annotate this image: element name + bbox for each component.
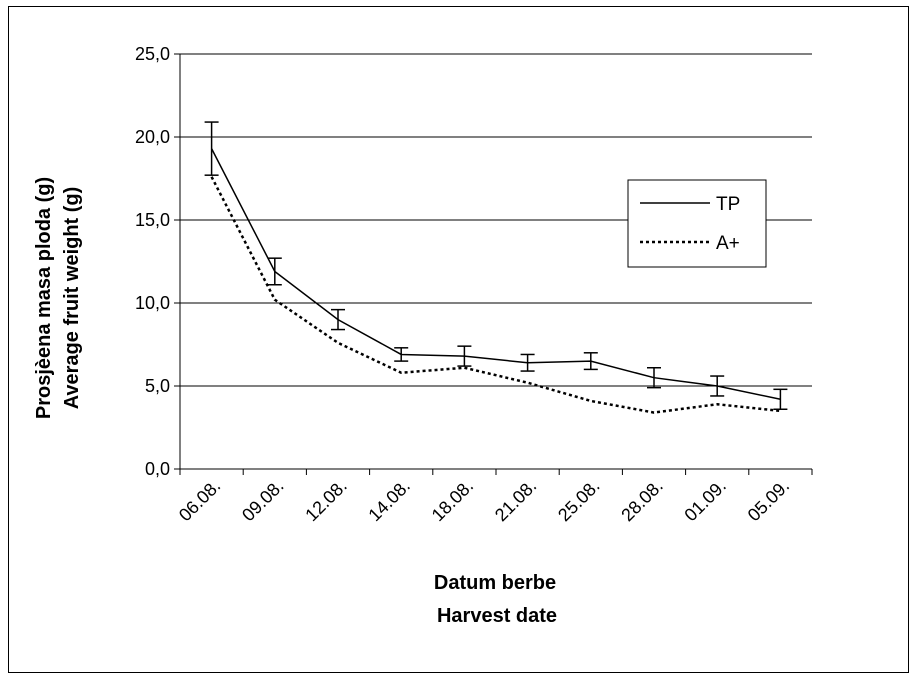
legend-box (627, 179, 767, 268)
legend: TP A+ (627, 179, 767, 268)
chart-frame (8, 6, 909, 673)
y-axis-title-line-1: Prosjèena masa ploda (g) (33, 177, 55, 419)
y-tick-label: 5,0 (145, 376, 170, 396)
x-tick-label: 28.08. (617, 476, 667, 526)
y-axis-title: Prosjèena masa ploda (g) Average fruit w… (33, 177, 83, 419)
x-tick-label: 12.08. (301, 476, 351, 526)
legend-label-tp: TP (716, 194, 740, 215)
y-tick-labels: 0,0 5,0 10,0 15,0 20,0 25,0 (135, 44, 170, 479)
axes (174, 53, 813, 475)
series-line-a-plus (210, 176, 781, 414)
x-axis-title-line-2: Harvest date (437, 605, 557, 627)
y-tick-label: 0,0 (145, 459, 170, 479)
grid-lines (180, 53, 812, 387)
x-tick-label: 05.09. (744, 476, 794, 526)
x-tick-label: 01.09. (680, 476, 730, 526)
x-tick-label: 06.08. (175, 476, 225, 526)
series-layer (204, 121, 788, 414)
series-line-tp (210, 148, 781, 401)
y-tick-label: 15,0 (135, 210, 170, 230)
legend-label-a-plus: A+ (716, 233, 740, 254)
x-tick-label: 18.08. (428, 476, 478, 526)
x-tick-label: 21.08. (491, 476, 541, 526)
x-tick-label: 25.08. (554, 476, 604, 526)
x-tick-label: 09.08. (238, 476, 288, 526)
x-axis-title-line-1: Datum berbe (434, 572, 556, 594)
y-tick-label: 25,0 (135, 44, 170, 64)
x-tick-label: 14.08. (364, 476, 414, 526)
y-tick-label: 10,0 (135, 293, 170, 313)
y-axis-title-line-2: Average fruit weight (g) (61, 187, 83, 410)
x-tick-labels: 06.08. 09.08. 12.08. 14.08. 18.08. 21.08. 25.0… (175, 476, 793, 526)
y-tick-label: 20,0 (135, 127, 170, 147)
